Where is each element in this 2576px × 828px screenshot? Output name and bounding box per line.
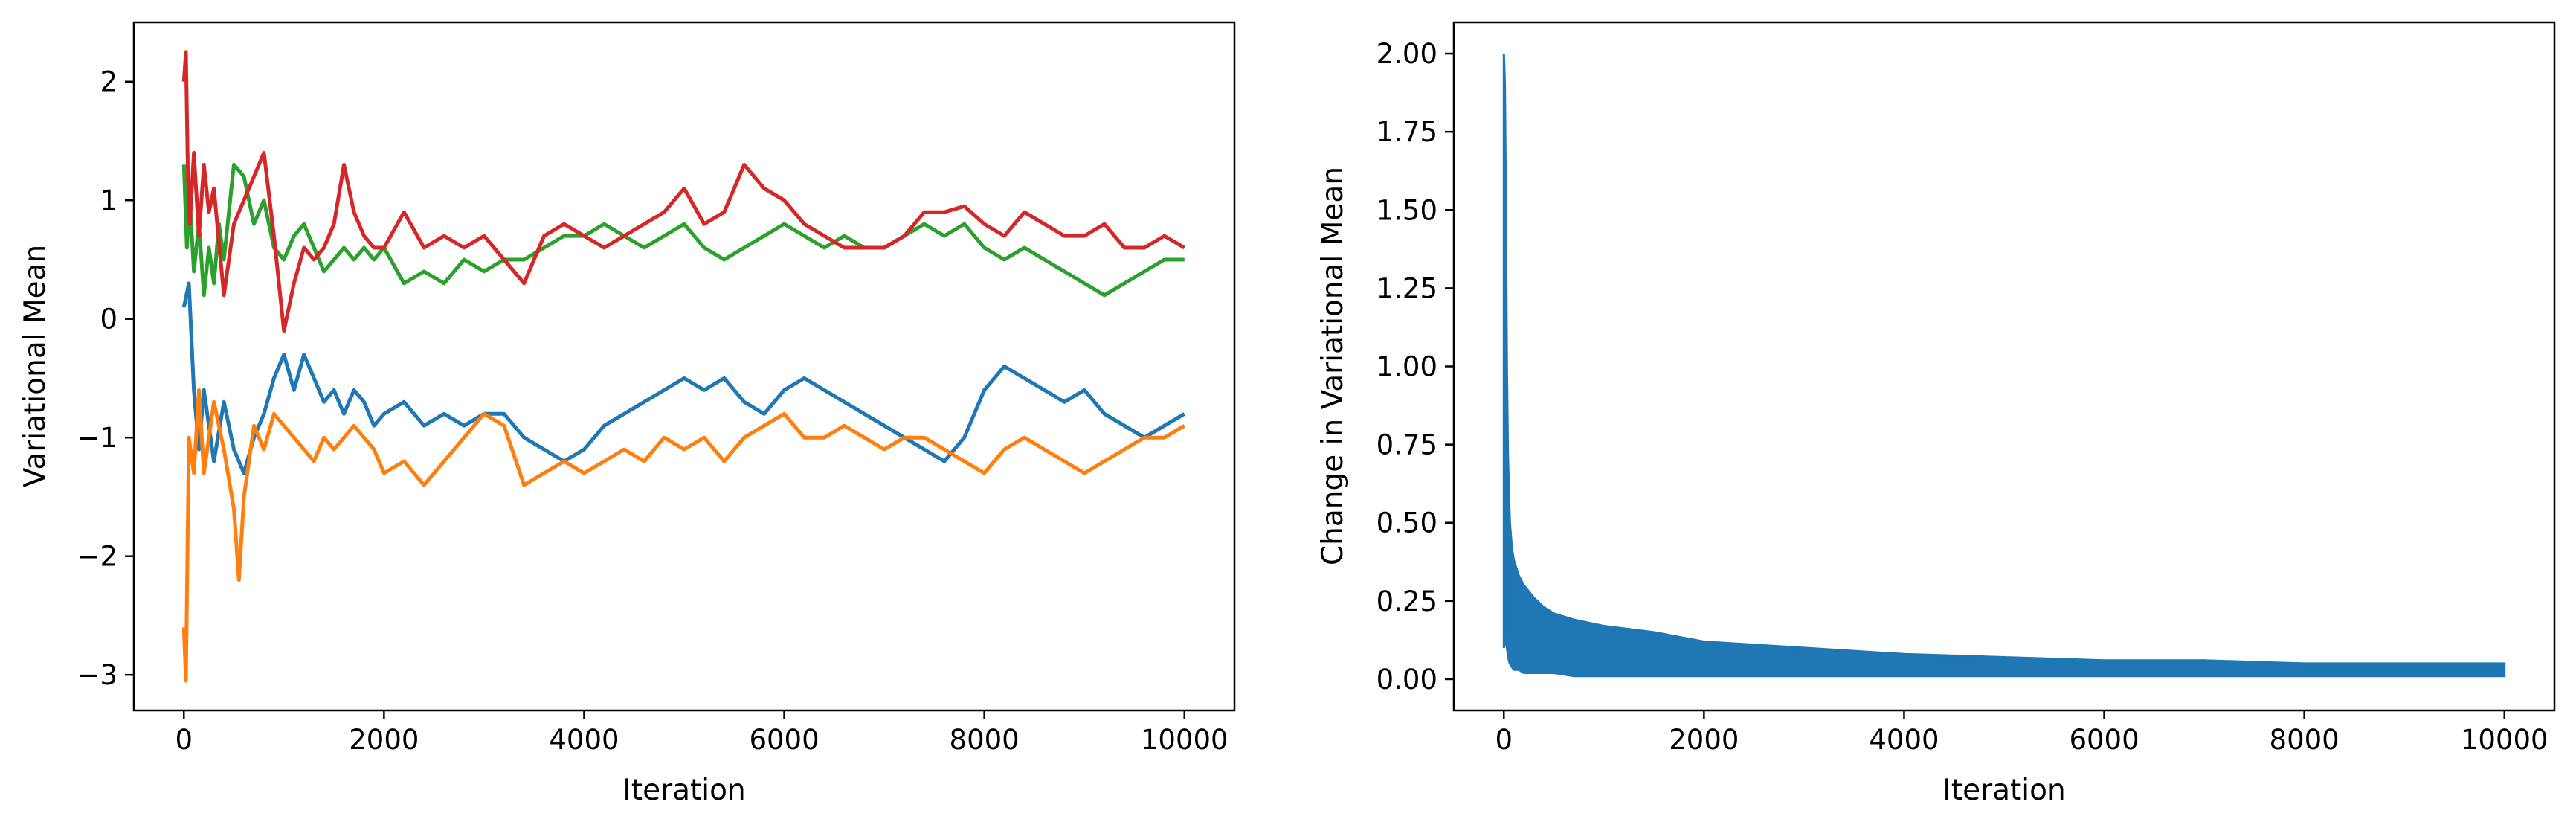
right-y-tick-label: 1.75: [1376, 116, 1437, 148]
right-x-axis-label: Iteration: [1942, 774, 2065, 807]
right-y-tick-label: 0.75: [1376, 429, 1437, 461]
left-y-tick-label: 1: [100, 184, 117, 216]
right-y-tick-label: 1.50: [1376, 194, 1437, 226]
right-x-tick-label: 4000: [1869, 724, 1939, 756]
right-y-axis-label: Change in Variational Mean: [1316, 167, 1350, 565]
left-series-3-line: [181, 50, 1185, 333]
right-y-tick-label: 1.00: [1376, 351, 1437, 383]
left-x-tick-label: 0: [175, 724, 193, 756]
left-chart: 0 2000 4000 6000 8000 10000 −3 −2 −1 0 1 2 Iterati…: [19, 21, 1236, 807]
right-y-tick-label: 0.25: [1376, 585, 1437, 617]
left-x-tick-label: 10000: [1141, 724, 1229, 756]
left-x-tick-label: 2000: [349, 724, 419, 756]
left-y-tick-label: 0: [100, 304, 117, 336]
left-x-axis-label: Iteration: [622, 774, 745, 807]
right-x-tick-label: 10000: [2461, 724, 2548, 756]
left-y-tick-label: −1: [77, 422, 117, 454]
right-x-tick-label: 6000: [2069, 724, 2139, 756]
right-y-tick-label: 0.50: [1376, 507, 1437, 539]
left-series-2-line: [181, 162, 1185, 298]
left-plot-frame: [132, 21, 1236, 712]
right-y-tick-label: 2.00: [1376, 38, 1437, 70]
left-y-tick-label: −2: [77, 541, 117, 573]
left-y-tick-label: 2: [100, 66, 117, 98]
right-series-0-band: [1502, 53, 2506, 678]
right-y-tick-label: 1.25: [1376, 272, 1437, 304]
left-x-tick-label: 8000: [950, 724, 1020, 756]
left-y-axis-label: Variational Mean: [19, 245, 52, 487]
left-y-tick-label: −3: [77, 659, 117, 691]
right-y-tick-label: 0.00: [1376, 664, 1437, 696]
left-x-tick-label: 4000: [549, 724, 619, 756]
left-series-1-line: [181, 388, 1185, 683]
right-x-tick-label: 0: [1495, 724, 1513, 756]
right-x-tick-label: 8000: [2270, 724, 2340, 756]
right-chart: 0 2000 4000 6000 8000 10000 0.00 0.25 0.50 0.75 1…: [1316, 21, 2556, 807]
right-x-tick-label: 2000: [1669, 724, 1739, 756]
left-x-tick-label: 6000: [749, 724, 819, 756]
